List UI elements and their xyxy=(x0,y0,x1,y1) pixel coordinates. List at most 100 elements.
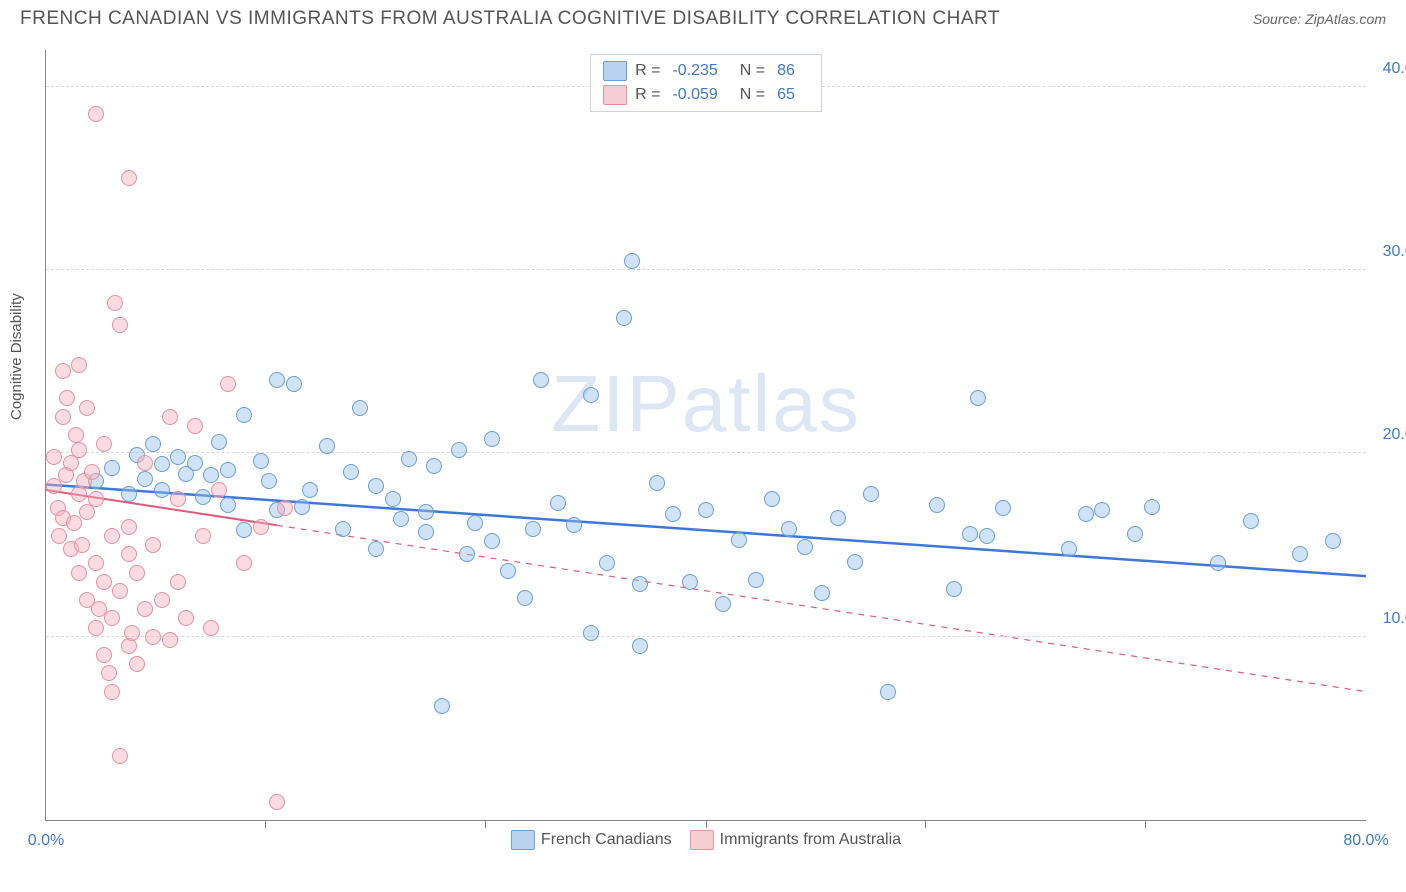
data-point xyxy=(84,464,100,480)
data-point xyxy=(101,665,117,681)
data-point xyxy=(385,491,401,507)
data-point xyxy=(781,521,797,537)
data-point xyxy=(847,554,863,570)
data-point xyxy=(121,546,137,562)
data-point xyxy=(88,106,104,122)
data-point xyxy=(682,574,698,590)
data-point xyxy=(121,486,137,502)
data-point xyxy=(253,519,269,535)
data-point xyxy=(1210,555,1226,571)
series-legend: French Canadians Immigrants from Australi… xyxy=(511,830,901,850)
data-point xyxy=(929,497,945,513)
data-point xyxy=(46,449,62,465)
data-point xyxy=(112,583,128,599)
data-point xyxy=(104,610,120,626)
data-point xyxy=(1094,502,1110,518)
data-point xyxy=(121,519,137,535)
data-point xyxy=(137,455,153,471)
trend-lines xyxy=(46,50,1366,820)
data-point xyxy=(59,390,75,406)
chart-plot-area: ZIPatlas R =-0.235 N =86 R =-0.059 N =65… xyxy=(45,50,1366,821)
watermark: ZIPatlas xyxy=(551,358,860,450)
data-point xyxy=(715,596,731,612)
y-tick-label: 10.0% xyxy=(1383,610,1406,628)
data-point xyxy=(112,748,128,764)
data-point xyxy=(88,620,104,636)
legend-item: French Canadians xyxy=(511,830,672,850)
data-point xyxy=(187,455,203,471)
data-point xyxy=(566,517,582,533)
tick-mark xyxy=(485,820,486,828)
data-point xyxy=(236,522,252,538)
data-point xyxy=(1061,541,1077,557)
data-point xyxy=(129,656,145,672)
data-point xyxy=(96,574,112,590)
data-point xyxy=(970,390,986,406)
x-tick-label: 0.0% xyxy=(28,832,64,850)
data-point xyxy=(624,253,640,269)
data-point xyxy=(343,464,359,480)
gridline-h xyxy=(46,636,1366,637)
data-point xyxy=(170,449,186,465)
data-point xyxy=(66,515,82,531)
data-point xyxy=(107,295,123,311)
data-point xyxy=(764,491,780,507)
data-point xyxy=(352,400,368,416)
data-point xyxy=(220,497,236,513)
gridline-h xyxy=(46,269,1366,270)
data-point xyxy=(962,526,978,542)
data-point xyxy=(68,427,84,443)
data-point xyxy=(187,418,203,434)
data-point xyxy=(236,407,252,423)
data-point xyxy=(145,629,161,645)
data-point xyxy=(319,438,335,454)
y-tick-label: 30.0% xyxy=(1383,243,1406,261)
data-point xyxy=(71,442,87,458)
data-point xyxy=(129,565,145,581)
data-point xyxy=(302,482,318,498)
legend-item: Immigrants from Australia xyxy=(690,830,901,850)
data-point xyxy=(145,537,161,553)
data-point xyxy=(599,555,615,571)
data-point xyxy=(632,576,648,592)
data-point xyxy=(459,546,475,562)
data-point xyxy=(269,794,285,810)
data-point xyxy=(71,357,87,373)
data-point xyxy=(484,533,500,549)
data-point xyxy=(946,581,962,597)
data-point xyxy=(995,500,1011,516)
data-point xyxy=(500,563,516,579)
data-point xyxy=(616,310,632,326)
data-point xyxy=(550,495,566,511)
data-point xyxy=(517,590,533,606)
data-point xyxy=(88,555,104,571)
tick-mark xyxy=(706,820,707,828)
data-point xyxy=(137,601,153,617)
data-point xyxy=(253,453,269,469)
data-point xyxy=(154,592,170,608)
data-point xyxy=(79,400,95,416)
y-tick-label: 40.0% xyxy=(1383,60,1406,78)
legend-row: R =-0.235 N =86 xyxy=(603,59,809,83)
data-point xyxy=(393,511,409,527)
y-tick-label: 20.0% xyxy=(1383,426,1406,444)
data-point xyxy=(467,515,483,531)
data-point xyxy=(1144,499,1160,515)
data-point xyxy=(96,436,112,452)
data-point xyxy=(277,500,293,516)
data-point xyxy=(583,625,599,641)
data-point xyxy=(55,409,71,425)
data-point xyxy=(434,698,450,714)
data-point xyxy=(698,502,714,518)
data-point xyxy=(649,475,665,491)
data-point xyxy=(797,539,813,555)
x-tick-label: 80.0% xyxy=(1343,832,1388,850)
data-point xyxy=(368,541,384,557)
data-point xyxy=(203,467,219,483)
data-point xyxy=(418,524,434,540)
data-point xyxy=(533,372,549,388)
data-point xyxy=(236,555,252,571)
data-point xyxy=(484,431,500,447)
data-point xyxy=(368,478,384,494)
data-point xyxy=(154,482,170,498)
